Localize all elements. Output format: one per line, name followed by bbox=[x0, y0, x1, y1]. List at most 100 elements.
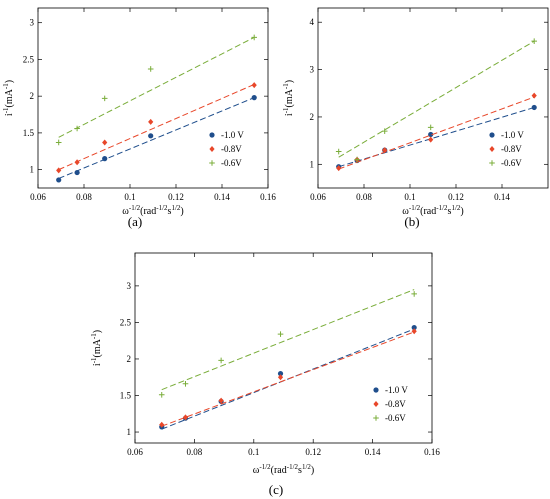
plot-frame bbox=[317, 7, 549, 189]
x-tick-label: 0.06 bbox=[30, 192, 46, 202]
legend-marker bbox=[209, 132, 215, 138]
data-point bbox=[218, 357, 224, 364]
data-point bbox=[147, 66, 154, 72]
y-tick-label: 2.5 bbox=[23, 54, 35, 64]
data-point bbox=[381, 128, 388, 134]
x-axis-label: ω-1/2(rad-1/2s1/2) bbox=[402, 204, 463, 217]
legend-marker bbox=[489, 146, 495, 152]
y-tick-label: 3 bbox=[30, 18, 35, 28]
fit-line-series-2 bbox=[58, 36, 255, 138]
data-point bbox=[354, 156, 360, 163]
x-tick-label: 0.1 bbox=[248, 447, 259, 457]
chart-panel-0: 0.06 0.08 0.1 0.12 0.14 0.16 1 1.5 2 2.5 3 ω-1/2(ra… bbox=[2, 7, 276, 229]
data-point bbox=[251, 82, 257, 89]
data-point bbox=[411, 328, 417, 335]
y-tick-label: 1 bbox=[30, 165, 35, 175]
legend-marker bbox=[489, 132, 495, 138]
y-axis-label: i-1(mA-1) bbox=[282, 80, 295, 116]
data-point bbox=[251, 34, 257, 41]
y-tick-label: 2 bbox=[310, 112, 315, 122]
y-tick-label: 3 bbox=[127, 281, 132, 291]
y-tick-label: 1.5 bbox=[23, 128, 35, 138]
data-point bbox=[74, 125, 80, 132]
panel-caption: (b) bbox=[404, 214, 419, 229]
legend-marker bbox=[209, 160, 215, 166]
y-tick-label: 1.5 bbox=[120, 391, 132, 401]
legend-label: -1.0 V bbox=[501, 130, 524, 140]
x-axis-label: ω-1/2(rad-1/2s1/2) bbox=[122, 204, 183, 217]
data-point bbox=[277, 370, 284, 377]
legend-marker bbox=[209, 146, 215, 152]
chart-panel-1: 0.06 0.08 0.1 0.12 0.14 1 2 3 4 ω-1/2(rad-1/2s1/2… bbox=[282, 7, 549, 229]
data-point bbox=[251, 95, 257, 101]
x-tick-label: 0.14 bbox=[494, 192, 510, 202]
data-point bbox=[531, 104, 537, 111]
data-point bbox=[531, 92, 537, 99]
data-point bbox=[74, 169, 80, 176]
x-tick-label: 0.08 bbox=[356, 192, 372, 202]
fit-line-series-1 bbox=[338, 96, 535, 170]
data-point bbox=[55, 139, 62, 146]
data-point bbox=[411, 324, 417, 331]
legend-label: -0.8V bbox=[385, 399, 406, 409]
data-point bbox=[277, 331, 284, 337]
y-axis-label: i-1(mA-1) bbox=[90, 330, 103, 366]
y-tick-label: 4 bbox=[310, 17, 315, 27]
y-axis-label: i-1(mA-1) bbox=[2, 80, 15, 116]
legend-marker bbox=[489, 160, 495, 166]
legend-label: -1.0 V bbox=[221, 130, 244, 140]
data-point bbox=[102, 156, 108, 162]
x-tick-label: 0.08 bbox=[187, 447, 203, 457]
y-tick-label: 3 bbox=[310, 65, 315, 75]
legend-label: -1.0 V bbox=[385, 385, 408, 395]
fit-line-series-0 bbox=[338, 106, 535, 168]
data-point bbox=[101, 95, 108, 102]
y-tick-label: 1 bbox=[127, 427, 132, 437]
x-tick-label: 0.14 bbox=[214, 192, 230, 202]
x-tick-label: 0.16 bbox=[260, 192, 276, 202]
data-point bbox=[335, 148, 342, 155]
legend-marker bbox=[373, 387, 379, 393]
data-point bbox=[531, 38, 537, 44]
legend-marker bbox=[373, 415, 379, 421]
data-point bbox=[218, 397, 224, 404]
x-tick-label: 0.12 bbox=[448, 192, 464, 202]
panel-caption: (c) bbox=[269, 482, 283, 497]
chart-panel-2: 0.06 0.08 0.1 0.12 0.14 0.16 1 1.5 2 2.5 3 ω-1/2(ra… bbox=[90, 252, 440, 497]
y-tick-label: 2 bbox=[127, 354, 132, 364]
data-point bbox=[428, 131, 434, 138]
data-point bbox=[159, 421, 165, 428]
y-tick-label: 1 bbox=[310, 159, 315, 169]
x-tick-label: 0.08 bbox=[76, 192, 92, 202]
data-point bbox=[182, 381, 189, 387]
x-tick-label: 0.06 bbox=[127, 447, 143, 457]
fit-line-series-0 bbox=[58, 97, 255, 179]
legend-label: -0.6V bbox=[221, 158, 242, 168]
x-axis-label: ω-1/2(rad-1/2s1/2) bbox=[253, 463, 314, 476]
data-point bbox=[158, 391, 165, 398]
x-tick-label: 0.16 bbox=[424, 447, 440, 457]
data-point bbox=[102, 139, 108, 146]
fit-line-series-1 bbox=[58, 83, 255, 171]
data-point bbox=[56, 167, 62, 174]
x-tick-label: 0.12 bbox=[305, 447, 321, 457]
y-tick-label: 2 bbox=[30, 91, 35, 101]
data-point bbox=[336, 165, 342, 172]
legend-label: -0.8V bbox=[221, 144, 242, 154]
x-tick-label: 0.1 bbox=[404, 192, 415, 202]
fit-line-series-0 bbox=[161, 328, 415, 430]
plot-frame bbox=[37, 7, 269, 189]
data-point bbox=[56, 177, 62, 183]
legend-label: -0.6V bbox=[385, 413, 406, 423]
data-point bbox=[74, 159, 80, 166]
data-point bbox=[182, 414, 189, 421]
legend-label: -0.6V bbox=[501, 158, 522, 168]
data-point bbox=[148, 118, 154, 125]
fit-line-series-2 bbox=[161, 289, 415, 391]
legend-marker bbox=[373, 401, 379, 407]
data-point bbox=[427, 124, 434, 131]
x-tick-label: 0.12 bbox=[168, 192, 184, 202]
plot-frame bbox=[134, 252, 433, 444]
fit-line-series-2 bbox=[338, 40, 535, 158]
x-tick-label: 0.1 bbox=[124, 192, 135, 202]
